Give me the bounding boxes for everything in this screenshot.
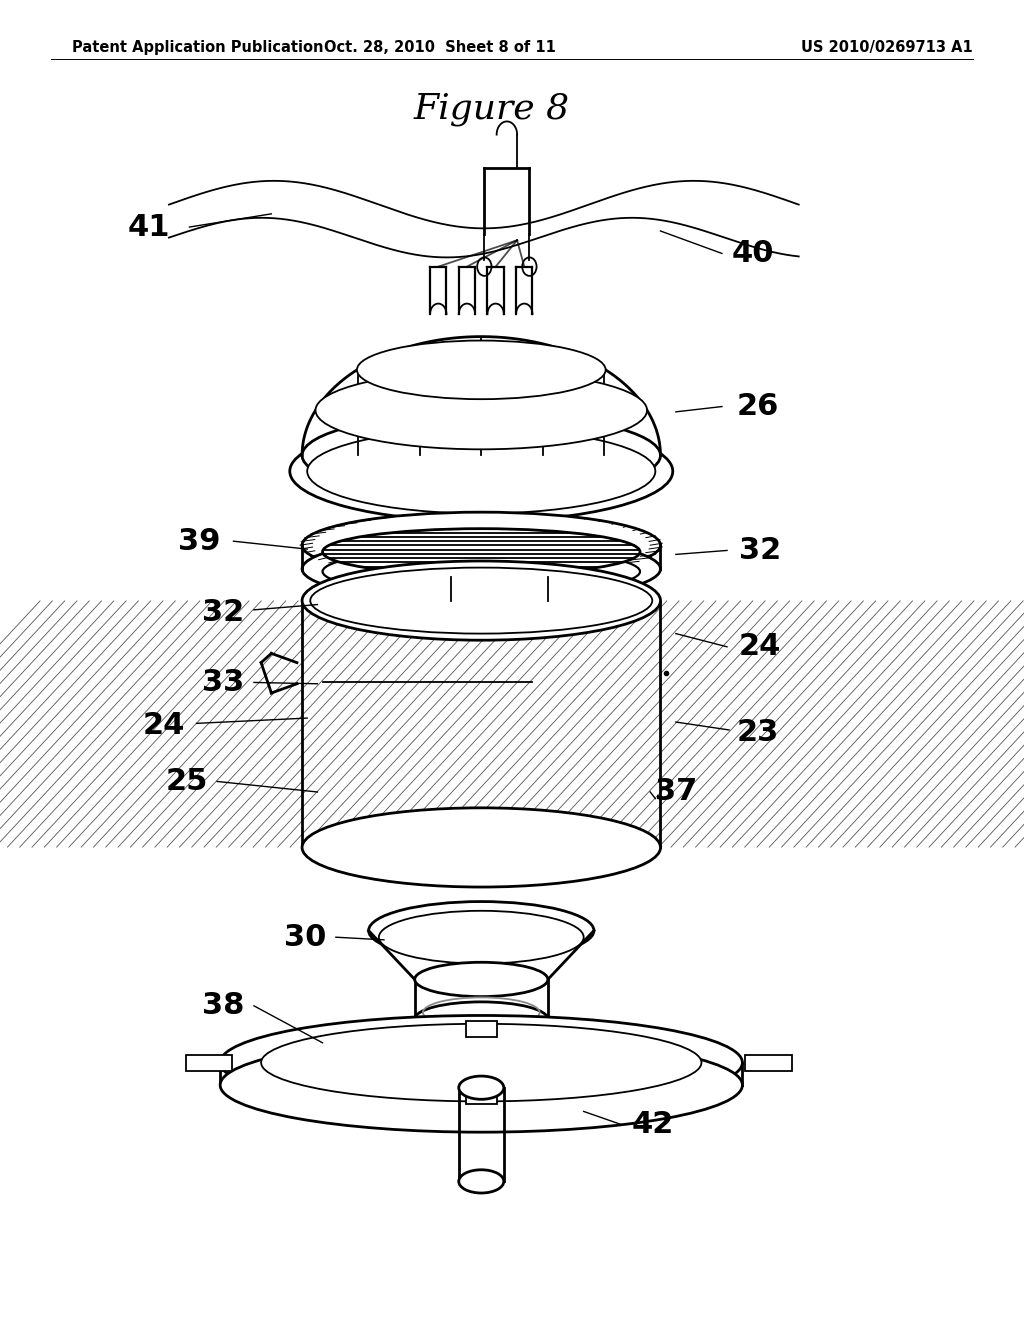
Ellipse shape — [302, 808, 660, 887]
Text: 25: 25 — [165, 767, 208, 796]
Ellipse shape — [369, 902, 594, 960]
Ellipse shape — [261, 1024, 701, 1101]
Ellipse shape — [220, 1038, 742, 1133]
Ellipse shape — [379, 911, 584, 964]
Text: 37: 37 — [654, 777, 697, 807]
Ellipse shape — [357, 341, 605, 399]
Text: 26: 26 — [736, 392, 779, 421]
Ellipse shape — [323, 549, 640, 594]
Ellipse shape — [459, 1170, 504, 1193]
Ellipse shape — [302, 561, 660, 640]
Text: 24: 24 — [738, 632, 781, 661]
Ellipse shape — [415, 962, 548, 997]
Text: 30: 30 — [284, 923, 327, 952]
Text: Figure 8: Figure 8 — [414, 92, 569, 127]
Text: 32: 32 — [202, 598, 245, 627]
Ellipse shape — [302, 536, 660, 602]
Text: Oct. 28, 2010  Sheet 8 of 11: Oct. 28, 2010 Sheet 8 of 11 — [325, 40, 556, 54]
Text: 39: 39 — [178, 527, 221, 556]
Bar — [466, 1088, 497, 1104]
Text: 40: 40 — [731, 239, 774, 268]
Text: 24: 24 — [142, 711, 185, 741]
Text: 38: 38 — [202, 991, 245, 1020]
Ellipse shape — [302, 413, 660, 498]
Ellipse shape — [415, 1002, 548, 1036]
Text: 41: 41 — [127, 213, 170, 242]
Ellipse shape — [302, 512, 660, 578]
Ellipse shape — [307, 429, 655, 513]
Text: Patent Application Publication: Patent Application Publication — [72, 40, 324, 54]
Text: 32: 32 — [738, 536, 781, 565]
Bar — [186, 1055, 232, 1071]
Ellipse shape — [323, 529, 640, 576]
Text: 23: 23 — [736, 718, 779, 747]
Text: 42: 42 — [632, 1110, 675, 1139]
Bar — [466, 1022, 497, 1038]
Text: US 2010/0269713 A1: US 2010/0269713 A1 — [801, 40, 973, 54]
Bar — [745, 1055, 792, 1071]
Ellipse shape — [315, 371, 647, 449]
Ellipse shape — [290, 421, 673, 521]
Bar — [302, 601, 660, 847]
Ellipse shape — [220, 1015, 742, 1110]
Text: 33: 33 — [202, 668, 245, 697]
Ellipse shape — [459, 1076, 504, 1100]
